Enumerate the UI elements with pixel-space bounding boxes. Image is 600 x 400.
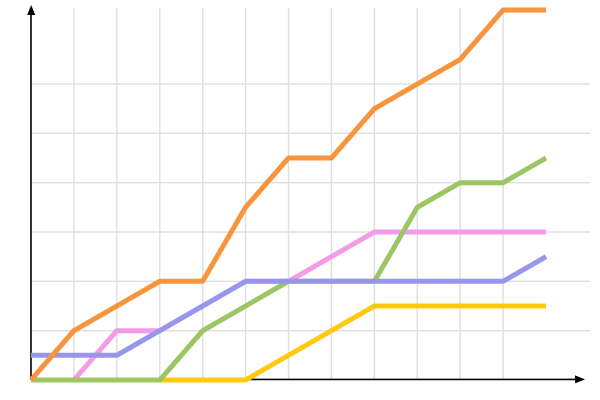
series-lines (29, 7, 548, 383)
series-line-orange (29, 7, 546, 382)
gridlines (31, 8, 590, 380)
axes (27, 5, 585, 384)
series-line-blue (31, 254, 548, 358)
x-axis-arrow-icon (575, 375, 585, 384)
y-axis-arrow-icon (27, 5, 36, 15)
